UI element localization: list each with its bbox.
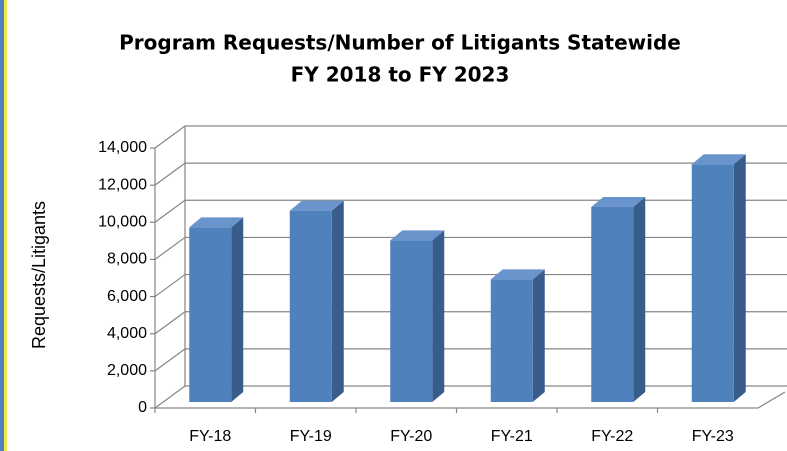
y-tick-label: 0 [138, 399, 147, 416]
x-tick-label: FY-23 [692, 428, 734, 445]
bar-side [532, 269, 545, 402]
x-tick-label: FY-18 [189, 428, 231, 445]
bar-top [490, 269, 545, 280]
bar-top [390, 230, 445, 241]
chart-title: Program Requests/Number of Litigants Sta… [119, 31, 681, 55]
bar [591, 207, 634, 402]
bar [390, 240, 433, 402]
bar-side [633, 197, 646, 402]
bar-top [189, 217, 244, 228]
y-tick-label: 14,000 [98, 139, 147, 156]
y-tick-label: 8,000 [107, 251, 147, 268]
x-tick-label: FY-21 [491, 428, 533, 445]
y-tick-label: 2,000 [107, 362, 147, 379]
left-edge [0, 0, 4, 451]
y-tick-label: 10,000 [98, 214, 147, 231]
x-tick-label: FY-22 [591, 428, 633, 445]
bar [691, 164, 734, 402]
bar-top [591, 197, 646, 207]
bar-top [289, 200, 344, 211]
y-axis-label: Requests/Litigants [29, 201, 49, 349]
bar [189, 227, 232, 402]
bar-side [432, 230, 445, 402]
bar-side [231, 217, 244, 402]
bar-side [733, 154, 746, 402]
x-tick-label: FY-19 [290, 428, 332, 445]
x-tick-label: FY-20 [390, 428, 432, 445]
bar [289, 210, 332, 402]
y-tick-label: 6,000 [107, 288, 147, 305]
left-edge-inner [4, 0, 7, 451]
bar-top [691, 154, 746, 165]
chart-title: FY 2018 to FY 2023 [291, 63, 510, 87]
bar-side [331, 200, 344, 402]
y-tick-label: 12,000 [98, 176, 147, 193]
y-tick-label: 4,000 [107, 325, 147, 342]
bar [490, 279, 533, 402]
